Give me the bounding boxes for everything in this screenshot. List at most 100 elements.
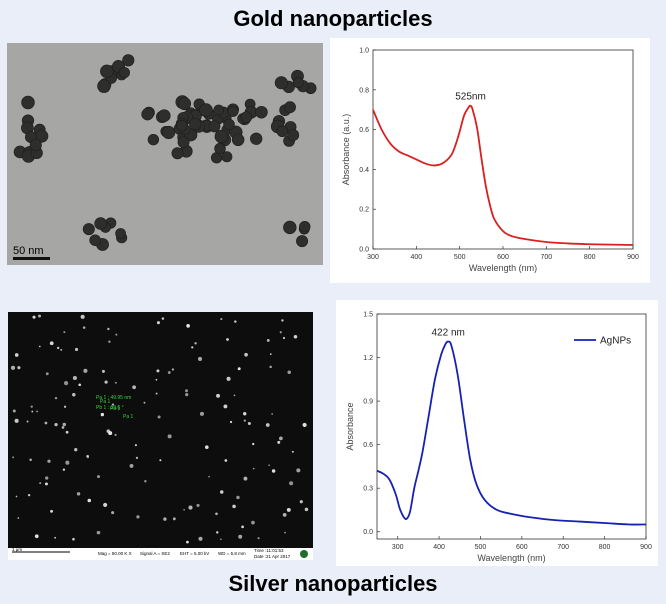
silver-particle [26,420,29,423]
silver-particle [34,534,39,539]
silver-particle [226,338,229,341]
silver-particle [199,411,204,416]
silver-particle [111,403,115,406]
silver-particle [287,370,292,375]
silver-particle [289,481,294,486]
silver-particle [104,380,108,384]
silver-particle [186,540,189,544]
silver-particle [134,444,137,447]
y-tick-label: 0.4 [359,167,369,174]
silver-particle [103,502,108,508]
silver-particle [50,509,54,513]
sem-measure-5: Pa 1 [123,414,134,420]
nanoparticle [255,105,268,119]
nanoparticle [227,105,239,117]
silver-particle [279,331,282,334]
nanoparticle [189,117,202,131]
nanoparticle [97,79,111,93]
silver-particle [291,450,294,453]
silver-particle [63,331,66,334]
silver-particle [78,383,82,387]
gold-uv-vis-chart: 300 400 500 600 700 800 900 0.0 0.2 0.4 0.6 0.8 1.0 W… [330,38,650,283]
sem-measure-2: Pb 1 : 19.6 ° [96,405,124,411]
silver-particle [45,476,49,480]
silver-particle [72,375,77,381]
series-line [376,340,647,526]
silver-particle [62,422,67,427]
silver-particle [14,418,19,423]
silver-particle [144,480,147,483]
silver-particle [27,494,31,497]
sem-measure-1: Pa 1 : 49.95 nm [96,395,131,401]
silver-particle [226,376,231,381]
silver-particle [156,321,160,325]
silver-particle [281,319,284,322]
silver-particle [208,475,210,478]
silver-particle [268,464,270,467]
silver-particle [38,314,41,318]
nanoparticle [283,220,297,235]
tem-scale-bar [13,257,50,260]
sem-date: Date :21 Apr 2017 [254,554,291,559]
y-tick-label: 0.0 [359,247,369,254]
silver-particle [12,409,16,413]
nanoparticle [21,95,35,110]
silver-particle [185,393,189,397]
silver-particle [198,536,203,541]
silver-particle [252,467,255,470]
x-tick-label: 400 [433,544,445,551]
silver-particle [197,356,203,361]
silver-particle [167,434,172,439]
silver-particle [194,342,197,345]
silver-particle [114,433,117,436]
silver-particle [97,475,101,479]
silver-particle [45,482,48,486]
x-tick-label: 800 [599,544,611,551]
silver-particle [237,367,241,371]
sem-time: Time :11:01:53 [254,548,284,553]
silver-particle [269,365,272,369]
sem-scale-label: 1 μm [12,547,22,552]
nanoparticle [296,235,309,248]
silver-particle [171,368,175,371]
silver-particle [293,334,298,339]
nanoparticle [29,138,42,151]
nanoparticle [141,108,154,121]
silver-particle [278,436,283,441]
nanoparticle [147,134,160,146]
silver-particle [72,537,75,541]
x-tick-label: 600 [516,544,528,551]
x-axis-label: Wavelength (nm) [469,263,537,273]
silver-particle [243,476,248,481]
silver-particle [302,422,307,428]
silver-particle [111,511,115,515]
silver-particle [159,459,162,462]
y-tick-label: 0.9 [363,399,373,406]
silver-particle [54,536,57,539]
silver-particle [155,392,158,395]
y-tick-label: 0.6 [363,442,373,449]
x-tick-label: 300 [367,254,379,261]
silver-particle [219,490,224,494]
silver-particle [83,368,88,373]
nanoparticle [231,133,245,147]
x-tick-label: 700 [557,544,569,551]
silver-particle [108,431,113,436]
silver-particle [63,381,69,386]
silver-particle [282,513,287,517]
silver-particle [265,423,270,427]
nanoparticle [89,234,101,246]
silver-particle [114,381,117,384]
nanoparticle [221,151,233,163]
silver-particle [76,492,81,496]
silver-particle [156,369,160,373]
sem-signal: Signal A = SE2 [140,551,170,556]
y-axis-label: Absorbance [345,402,355,450]
nanoparticle [223,118,235,131]
nanoparticle [178,97,192,111]
nanoparticle [284,101,296,114]
silver-particle [244,352,248,357]
silver-particle [215,512,218,516]
x-tick-label: 600 [497,254,509,261]
nanoparticle [176,120,188,132]
